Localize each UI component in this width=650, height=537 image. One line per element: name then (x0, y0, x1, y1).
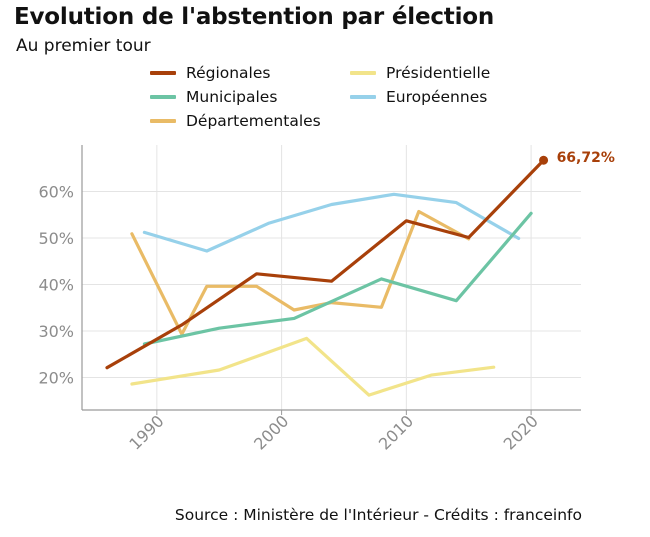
legend-swatch-departementales (150, 119, 176, 123)
legend-swatch-regionales (150, 71, 176, 75)
y-tick-label: 60% (38, 182, 74, 201)
legend-label-departementales: Départementales (186, 112, 321, 130)
y-tick-label: 40% (38, 275, 74, 294)
y-tick-label: 20% (38, 368, 74, 387)
legend-label-municipales: Municipales (186, 88, 278, 106)
series-line-presidentielle (130, 336, 496, 397)
legend-item-municipales: Municipales (150, 88, 277, 106)
legend-item-europeennes: Européennes (350, 88, 487, 106)
legend-swatch-europeennes (350, 95, 376, 99)
legend-label-regionales: Régionales (186, 64, 271, 82)
y-tick-label: 50% (38, 229, 74, 248)
y-tick-label: 30% (38, 322, 74, 341)
legend-item-presidentielle: Présidentielle (350, 64, 490, 82)
chart-subtitle: Au premier tour (16, 36, 151, 56)
x-tick-label: 2010 (375, 411, 417, 453)
chart-title: Evolution de l'abstention par élection (14, 4, 495, 30)
legend-swatch-presidentielle (350, 71, 376, 75)
legend-item-regionales: Régionales (150, 64, 270, 82)
legend-label-europeennes: Européennes (386, 88, 488, 106)
series-line-municipales (142, 211, 533, 346)
annotation-label: 66,72% (557, 150, 615, 166)
legend-item-departementales: Départementales (150, 112, 321, 130)
series-line-regionales (105, 158, 546, 370)
x-tick-label: 2020 (500, 411, 542, 453)
x-tick-label: 2000 (250, 411, 292, 453)
series-line-europeennes (142, 192, 521, 253)
legend-swatch-municipales (150, 95, 176, 99)
source-credit: Source : Ministère de l'Intérieur - Créd… (174, 506, 582, 524)
x-tick-label: 1990 (125, 411, 167, 453)
annotation-point (539, 155, 549, 165)
legend-label-presidentielle: Présidentielle (386, 64, 491, 82)
